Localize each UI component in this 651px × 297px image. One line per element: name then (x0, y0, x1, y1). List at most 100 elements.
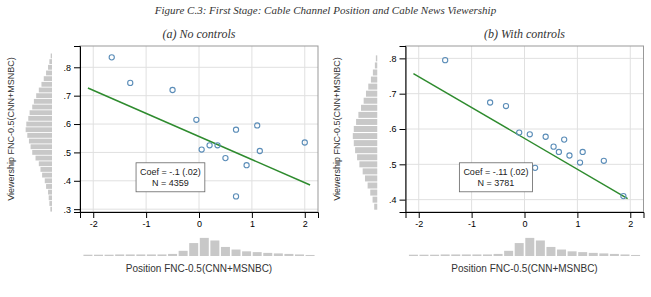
histogram-bar (36, 93, 52, 98)
histogram-bar (376, 55, 378, 61)
scatter-point (233, 194, 238, 199)
y-axis-label: Viewership FNC-0.5(CNN+MSNBC) (6, 57, 16, 201)
tick-label: .6 (63, 119, 71, 129)
scatter-point (562, 137, 567, 142)
subtitle: (b) With controls (484, 27, 565, 41)
histogram-bar (136, 254, 145, 256)
histogram-bar (210, 240, 219, 256)
tick-label: 2 (628, 219, 633, 229)
regression-line (413, 74, 627, 199)
histogram-bar (94, 255, 103, 256)
tick-label: 2 (303, 219, 308, 229)
histogram-bar (371, 77, 378, 83)
tick-label: -2 (415, 219, 423, 229)
histogram-bar (494, 254, 503, 256)
grid-line (406, 58, 644, 59)
grid-line (80, 67, 318, 68)
x-histogram (409, 238, 640, 256)
scatter-point (601, 158, 606, 163)
histogram-bar (83, 255, 92, 256)
scatter-point (170, 87, 175, 92)
tick-label: .7 (389, 89, 397, 99)
tick: .8 (389, 54, 406, 64)
histogram-bar (48, 190, 52, 195)
histogram-bar (368, 84, 377, 90)
tick: -2 (90, 212, 98, 229)
x-axis: -2-1012 (81, 212, 319, 229)
tick-mark (74, 124, 80, 125)
tick-label: .7 (63, 91, 71, 101)
histogram-bar (525, 238, 534, 256)
tick: -2 (415, 212, 423, 229)
annotation-box (459, 163, 532, 192)
scatter-point (223, 155, 228, 160)
y-axis-label: Viewership FNC-0.5(CNN+MSNBC) (332, 57, 342, 201)
histogram-bar (284, 254, 293, 256)
histogram-bar (263, 253, 272, 256)
histogram-bar (589, 253, 598, 256)
tick-mark (400, 164, 406, 165)
histogram-bar (40, 167, 52, 172)
histogram-bar (28, 116, 52, 121)
histogram-bar (578, 252, 587, 256)
panel: (b) With controls-2-1012.4.5.6.7.8Positi… (332, 27, 645, 274)
scatter-point (215, 143, 220, 148)
marks (88, 55, 310, 199)
histogram-bar (375, 62, 378, 68)
tick-label: .6 (389, 124, 397, 134)
annotation-text: Coef = -.11 (.02)N = 3781 (463, 167, 528, 188)
scatter-point (488, 100, 493, 105)
tick: 0 (522, 212, 527, 229)
tick-mark (630, 212, 631, 218)
scatter-point (551, 144, 556, 149)
y-axis: .4.5.6.7.8 (389, 47, 406, 213)
tick-label: -1 (468, 219, 476, 229)
x-axis-label: Position FNC-0.5(CNN+MSNBC) (126, 263, 272, 274)
annotation-box (136, 163, 205, 192)
annotation-text: Coef = -.1 (.02)N = 4359 (140, 167, 201, 188)
histogram-bar (354, 126, 378, 132)
histogram-bar (462, 254, 471, 256)
histogram-bar (441, 254, 450, 256)
histogram-bar (51, 54, 52, 59)
histogram-bar (200, 238, 209, 256)
x-axis-label: Position FNC-0.5(CNN+MSNBC) (451, 263, 597, 274)
histogram-bar (631, 255, 640, 256)
tick-label: -1 (143, 219, 151, 229)
histogram-bar (359, 161, 377, 167)
histogram-bar (368, 183, 378, 189)
tick-mark (74, 181, 80, 182)
tick: .6 (389, 124, 406, 134)
histogram-bar (168, 254, 177, 256)
tick-label: .8 (389, 54, 397, 64)
annotation: Coef = -.11 (.02)N = 3781 (459, 163, 532, 192)
histogram-bar (373, 69, 378, 75)
grid-line (406, 199, 644, 200)
histogram-bar (274, 253, 283, 256)
title: Figure C.3: First Stage: Cable Channel P… (154, 4, 497, 16)
tick-mark (74, 209, 80, 210)
histogram-bar (105, 255, 114, 256)
scatter-point (199, 147, 204, 152)
tick: -1 (143, 212, 151, 229)
histogram-bar (420, 255, 429, 256)
axis-line (81, 213, 319, 219)
histogram-bar (27, 133, 52, 138)
scatter-point (532, 165, 537, 170)
tick-mark (525, 212, 526, 218)
histogram-bar (557, 250, 566, 256)
histogram-bar (295, 254, 304, 256)
tick-mark (93, 212, 94, 218)
scatter-point (580, 149, 585, 154)
histogram-bar (355, 147, 377, 153)
histogram-bar (34, 99, 52, 104)
scatter-point (556, 149, 561, 154)
tick-mark (400, 94, 406, 95)
tick: .5 (63, 148, 80, 158)
histogram-bar (357, 154, 377, 160)
scatter-point (527, 132, 532, 137)
histogram-bar (50, 207, 52, 212)
histogram-bar (126, 254, 135, 256)
y-histogram (353, 55, 378, 209)
tick: 0 (197, 212, 202, 229)
